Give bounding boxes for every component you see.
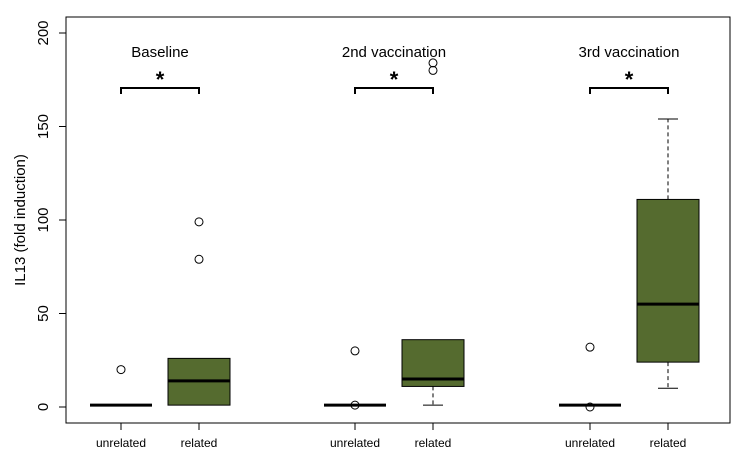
significance-marker: *: [390, 67, 399, 92]
significance-marker: *: [625, 67, 634, 92]
y-axis: 0 50 100 150 200: [35, 20, 67, 411]
y-tick-label: 200: [35, 20, 52, 45]
significance-bracket: [120, 87, 200, 94]
x-tick-label: unrelated: [96, 436, 146, 450]
box-related: related: [167, 217, 231, 450]
outlier-point: [585, 402, 595, 412]
box-unrelated: unrelated: [559, 342, 621, 450]
outlier-point: [428, 65, 438, 75]
x-tick-label: related: [650, 436, 687, 450]
box-body: [636, 198, 700, 363]
outlier-point: [350, 346, 360, 356]
panel-title: Baseline: [131, 44, 189, 61]
box-related: related: [401, 58, 465, 450]
significance-bracket: [354, 87, 434, 94]
outlier-point: [194, 254, 204, 264]
x-tick-label: related: [181, 436, 218, 450]
outlier-point: [585, 342, 595, 352]
y-tick-label: 150: [35, 114, 52, 139]
outlier-point: [350, 400, 360, 410]
box-unrelated: unrelated: [324, 346, 386, 450]
panel-1: Baseline * unrelated related: [90, 44, 231, 450]
y-axis-label: IL13 (fold induction): [12, 154, 29, 286]
outlier-point: [428, 58, 438, 68]
y-tick-label: 50: [35, 305, 52, 322]
panel-2: 2nd vaccination * unrelated related: [324, 44, 465, 450]
significance-marker: *: [156, 67, 165, 92]
y-tick-label: 100: [35, 207, 52, 232]
x-tick-label: related: [415, 436, 452, 450]
panel-3: 3rd vaccination * unrelated related: [559, 44, 700, 450]
significance-bracket: [589, 87, 669, 94]
panel-title: 2nd vaccination: [342, 44, 446, 61]
panel-title: 3rd vaccination: [579, 44, 680, 61]
x-tick-label: unrelated: [330, 436, 380, 450]
y-tick-label: 0: [35, 403, 52, 411]
x-tick-label: unrelated: [565, 436, 615, 450]
box-related: related: [636, 118, 700, 450]
outlier-point: [116, 365, 126, 375]
outlier-point: [194, 217, 204, 227]
box-unrelated: unrelated: [90, 365, 152, 450]
